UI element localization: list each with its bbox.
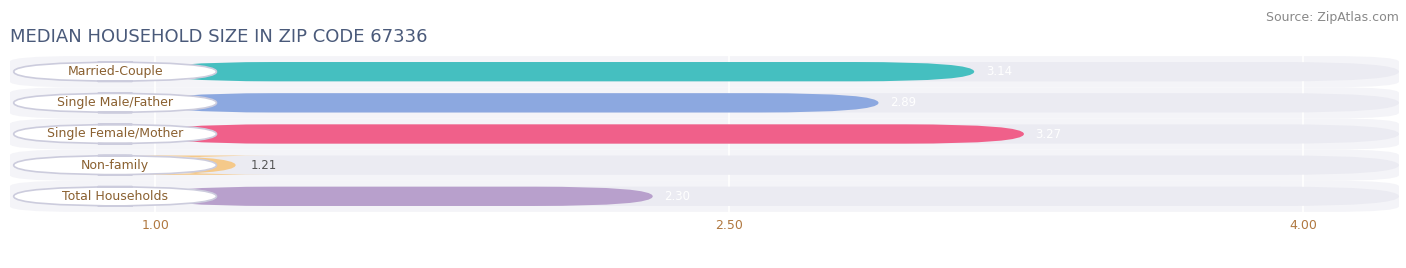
- Text: Total Households: Total Households: [62, 190, 169, 203]
- Text: Source: ZipAtlas.com: Source: ZipAtlas.com: [1265, 11, 1399, 24]
- FancyBboxPatch shape: [14, 187, 217, 206]
- FancyBboxPatch shape: [10, 150, 1399, 181]
- FancyBboxPatch shape: [10, 56, 1399, 87]
- Text: MEDIAN HOUSEHOLD SIZE IN ZIP CODE 67336: MEDIAN HOUSEHOLD SIZE IN ZIP CODE 67336: [10, 28, 427, 46]
- Text: Married-Couple: Married-Couple: [67, 65, 163, 78]
- FancyBboxPatch shape: [155, 62, 1399, 81]
- FancyBboxPatch shape: [14, 155, 217, 175]
- FancyBboxPatch shape: [10, 87, 1399, 118]
- Text: 2.30: 2.30: [664, 190, 690, 203]
- FancyBboxPatch shape: [155, 187, 1399, 206]
- FancyBboxPatch shape: [155, 93, 879, 113]
- Text: Single Male/Father: Single Male/Father: [58, 96, 173, 109]
- Text: Non-family: Non-family: [82, 159, 149, 172]
- Text: 3.14: 3.14: [986, 65, 1012, 78]
- FancyBboxPatch shape: [10, 118, 1399, 150]
- FancyBboxPatch shape: [155, 93, 1399, 113]
- FancyBboxPatch shape: [155, 62, 974, 81]
- Text: Single Female/Mother: Single Female/Mother: [46, 128, 183, 140]
- FancyBboxPatch shape: [155, 155, 1399, 175]
- Text: 2.89: 2.89: [890, 96, 917, 109]
- Text: 1.21: 1.21: [250, 159, 277, 172]
- FancyBboxPatch shape: [14, 124, 217, 144]
- FancyBboxPatch shape: [10, 181, 1399, 212]
- FancyBboxPatch shape: [155, 124, 1024, 144]
- Text: 3.27: 3.27: [1035, 128, 1062, 140]
- FancyBboxPatch shape: [14, 62, 217, 81]
- FancyBboxPatch shape: [14, 93, 217, 113]
- FancyBboxPatch shape: [117, 155, 274, 175]
- FancyBboxPatch shape: [155, 124, 1399, 144]
- FancyBboxPatch shape: [155, 187, 652, 206]
